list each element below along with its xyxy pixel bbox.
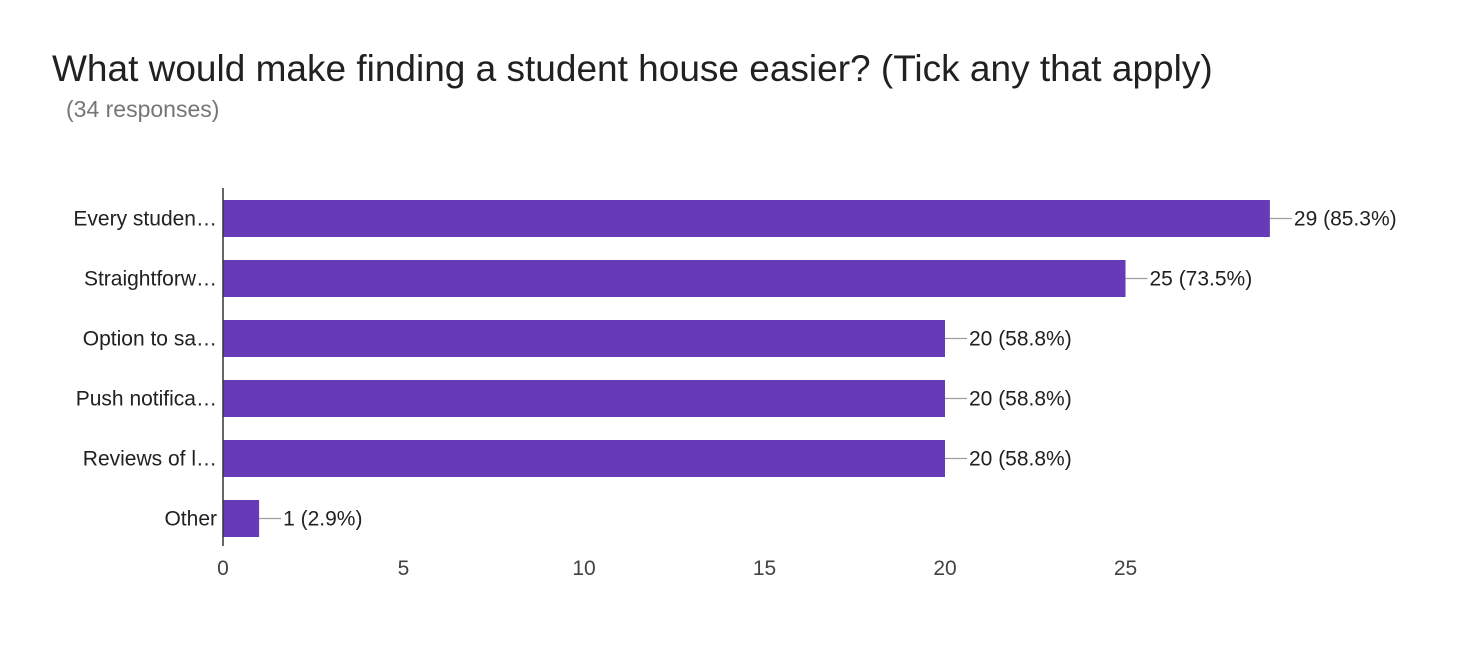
response-count: (34 responses) xyxy=(66,96,220,122)
chart-title: What would make finding a student house … xyxy=(52,48,1213,89)
x-tick-label: 20 xyxy=(933,557,956,580)
bar xyxy=(223,320,945,357)
x-tick-label: 5 xyxy=(398,557,410,580)
value-label: 25 (73.5%) xyxy=(1150,268,1253,291)
category-label: Straightforw… xyxy=(84,268,217,291)
x-tick-label: 10 xyxy=(572,557,595,580)
value-label: 20 (58.8%) xyxy=(969,388,1072,411)
category-label: Push notifica… xyxy=(76,388,217,411)
category-label: Reviews of l… xyxy=(83,448,217,471)
x-tick-label: 25 xyxy=(1114,557,1137,580)
x-tick-label: 15 xyxy=(753,557,776,580)
bar xyxy=(223,440,945,477)
category-label: Option to sa… xyxy=(83,328,217,351)
value-label: 1 (2.9%) xyxy=(283,508,362,531)
bar xyxy=(223,260,1126,297)
value-label: 29 (85.3%) xyxy=(1294,208,1397,231)
bar xyxy=(223,200,1270,237)
category-label: Other xyxy=(164,508,217,531)
value-label: 20 (58.8%) xyxy=(969,328,1072,351)
axis-layer: 0 5 10 15 20 25 xyxy=(217,188,1137,580)
bar xyxy=(223,380,945,417)
bar xyxy=(223,500,260,537)
x-tick-label: 0 xyxy=(217,557,229,580)
category-label: Every studen… xyxy=(73,208,217,231)
bars-layer xyxy=(223,200,1292,537)
labels-layer: Every studen… 29 (85.3%) Straightforw… 25 (… xyxy=(73,208,1396,531)
value-label: 20 (58.8%) xyxy=(969,448,1072,471)
